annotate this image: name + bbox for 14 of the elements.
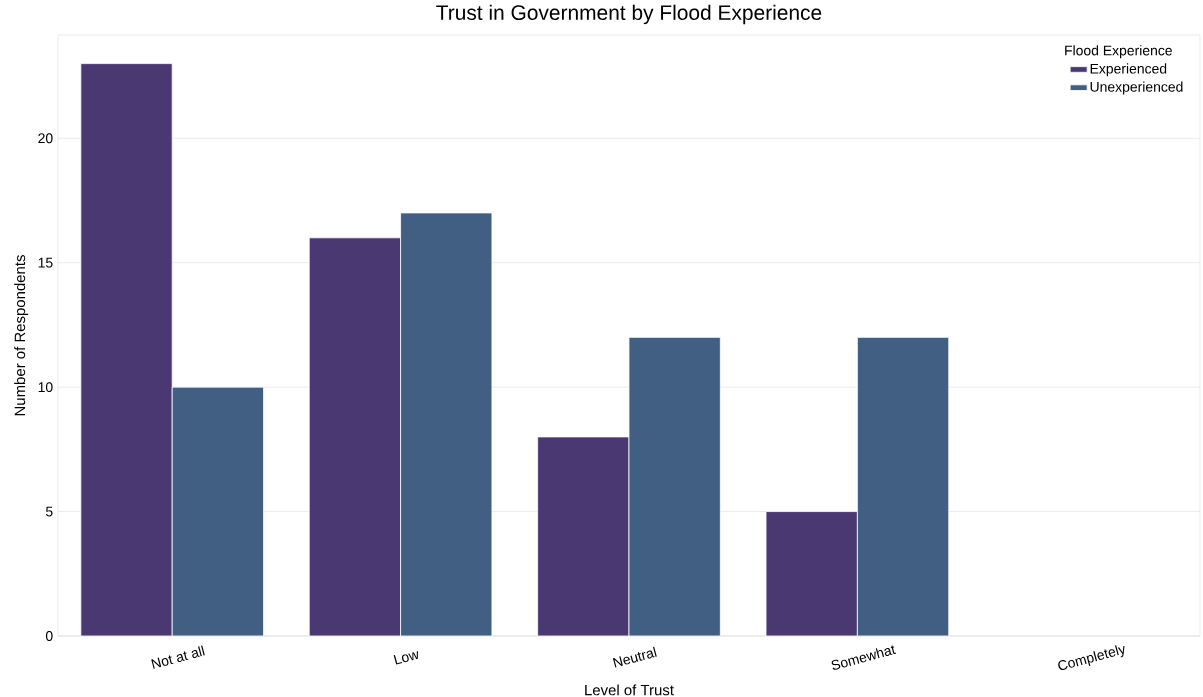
x-tick-label: Neutral [612,646,657,668]
legend-label: Experienced [1090,63,1167,77]
y-tick-label: 20 [38,133,53,144]
legend-title: Flood Experience [1065,45,1172,59]
y-tick-label: 0 [45,631,53,641]
legend-label: Unexperienced [1090,81,1183,95]
x-tick-label: Low [393,651,418,665]
x-axis-title: Level of Trust [585,684,674,696]
y-tick-label: 5 [45,506,53,517]
y-tick-label: 10 [38,382,53,393]
y-axis-title: Number of Respondents [14,255,29,416]
x-tick-label: Not at all [151,645,205,669]
y-tick-label: 15 [38,257,53,268]
chart-title: Trust in Government by Flood Experience [436,4,822,25]
